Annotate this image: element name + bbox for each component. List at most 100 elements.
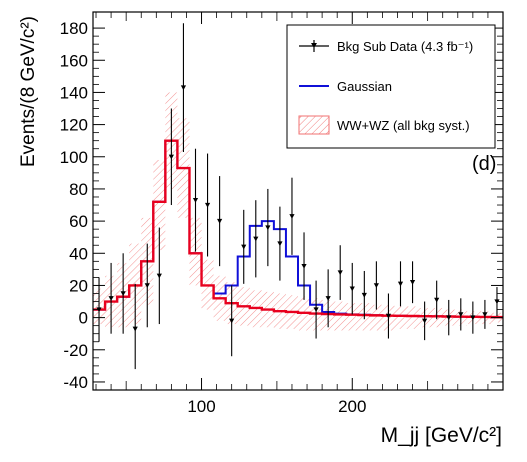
x-tick-label: 100 <box>187 397 215 416</box>
data-point <box>265 188 271 267</box>
data-point-marker <box>108 296 114 301</box>
syst-band-bin <box>406 306 419 329</box>
data-point-marker <box>434 297 440 303</box>
data-point-marker <box>301 263 307 269</box>
legend-label-gaussian: Gaussian <box>337 79 392 94</box>
y-axis-label-main: Events/(8 GeV/c²) <box>18 16 39 167</box>
legend-entry-syst: WW+WZ (all bkg syst.) <box>298 115 470 135</box>
legend-entry-gaussian: Gaussian <box>299 79 392 94</box>
data-point <box>458 298 464 331</box>
data-point-marker <box>156 273 162 279</box>
y-tick-label: 100 <box>60 148 88 167</box>
data-point <box>385 293 392 339</box>
data-point-marker <box>217 218 223 224</box>
y-tick-label: 40 <box>69 244 88 263</box>
data-point-marker <box>120 291 126 297</box>
data-point-marker <box>325 296 331 301</box>
data-point-marker <box>397 281 404 287</box>
data-point-marker <box>446 315 452 321</box>
y-tick-label: 120 <box>60 116 88 135</box>
y-tick-label: 80 <box>69 180 88 199</box>
data-point-marker <box>277 241 283 247</box>
data-point <box>494 287 500 317</box>
data-point-marker <box>253 236 259 242</box>
data-point-marker <box>265 225 271 231</box>
legend-entry-data: Bkg Sub Data (4.3 fb⁻¹) <box>299 39 473 54</box>
data-point <box>156 227 162 325</box>
data-point <box>168 108 174 206</box>
y-tick-label: 60 <box>69 212 88 231</box>
data-point-marker <box>482 312 488 317</box>
data-point-marker <box>349 286 355 292</box>
axis-ticks-layer: -40 -20 0 20 40 60 80 100 120 140 160 180 100 200 <box>60 12 503 416</box>
data-point-marker <box>132 326 138 332</box>
data-point <box>96 277 102 342</box>
data-points-layer <box>96 23 500 370</box>
data-point <box>409 261 416 304</box>
data-point <box>373 261 379 310</box>
data-point <box>229 285 235 357</box>
data-point-marker <box>96 307 102 313</box>
y-axis-label: Events/(8 GeV/c²) <box>18 16 39 167</box>
histogram-layer <box>93 139 503 319</box>
data-point-marker <box>373 283 379 289</box>
data-point <box>192 148 199 252</box>
data-point <box>180 23 187 152</box>
data-point-marker <box>192 197 199 203</box>
data-point-marker <box>168 154 174 160</box>
data-point-marker <box>229 318 235 324</box>
y-tick-label: -40 <box>63 373 88 392</box>
y-tick-label: 20 <box>69 276 88 295</box>
data-point <box>337 245 343 300</box>
legend-label-syst: WW+WZ (all bkg syst.) <box>337 118 470 133</box>
data-point-marker <box>409 280 416 285</box>
data-point <box>470 301 476 334</box>
data-point <box>349 262 355 315</box>
data-point <box>132 283 138 370</box>
data-point <box>482 299 488 329</box>
data-point <box>277 206 283 281</box>
data-point-marker <box>313 307 319 313</box>
data-point <box>434 280 440 320</box>
y-tick-label: 140 <box>60 83 88 102</box>
y-tick-label: 180 <box>60 19 88 38</box>
data-point-marker <box>494 299 500 305</box>
syst-band-bin <box>394 306 407 329</box>
panel-label: (d) <box>472 153 496 175</box>
data-point <box>217 176 223 267</box>
data-point <box>325 269 331 328</box>
legend-data-marker <box>311 43 317 48</box>
y-tick-label: 160 <box>60 51 88 70</box>
data-point-marker <box>385 313 392 319</box>
data-point <box>446 299 452 336</box>
legend-syst-swatch <box>298 115 330 135</box>
data-point-marker <box>361 292 367 298</box>
data-point-marker <box>458 312 464 317</box>
data-point-marker <box>204 202 211 208</box>
data-point-marker <box>241 244 247 250</box>
plot-frame <box>92 11 504 391</box>
data-point <box>301 232 307 300</box>
data-point-marker <box>337 270 343 276</box>
syst-band-bin <box>370 304 383 331</box>
y-tick-label: 0 <box>79 309 88 328</box>
syst-band-bin <box>334 301 347 331</box>
data-point-marker <box>289 214 295 219</box>
data-point <box>108 262 114 334</box>
data-point <box>144 243 150 328</box>
legend: Bkg Sub Data (4.3 fb⁻¹) Gaussian WW+WZ (… <box>286 24 496 149</box>
ww-wz-histogram <box>93 139 503 319</box>
data-point <box>241 209 247 284</box>
data-point <box>313 280 319 339</box>
syst-band-bin <box>346 303 359 331</box>
data-point <box>289 177 295 255</box>
data-point <box>361 270 367 320</box>
x-axis-label: M_jj [GeV/c²] <box>381 424 502 447</box>
data-point <box>253 200 259 278</box>
data-point-marker <box>180 85 187 91</box>
data-point-marker <box>470 315 476 321</box>
legend-label-data: Bkg Sub Data (4.3 fb⁻¹) <box>337 39 473 54</box>
data-point-marker <box>144 283 150 289</box>
data-point-marker <box>422 318 428 324</box>
